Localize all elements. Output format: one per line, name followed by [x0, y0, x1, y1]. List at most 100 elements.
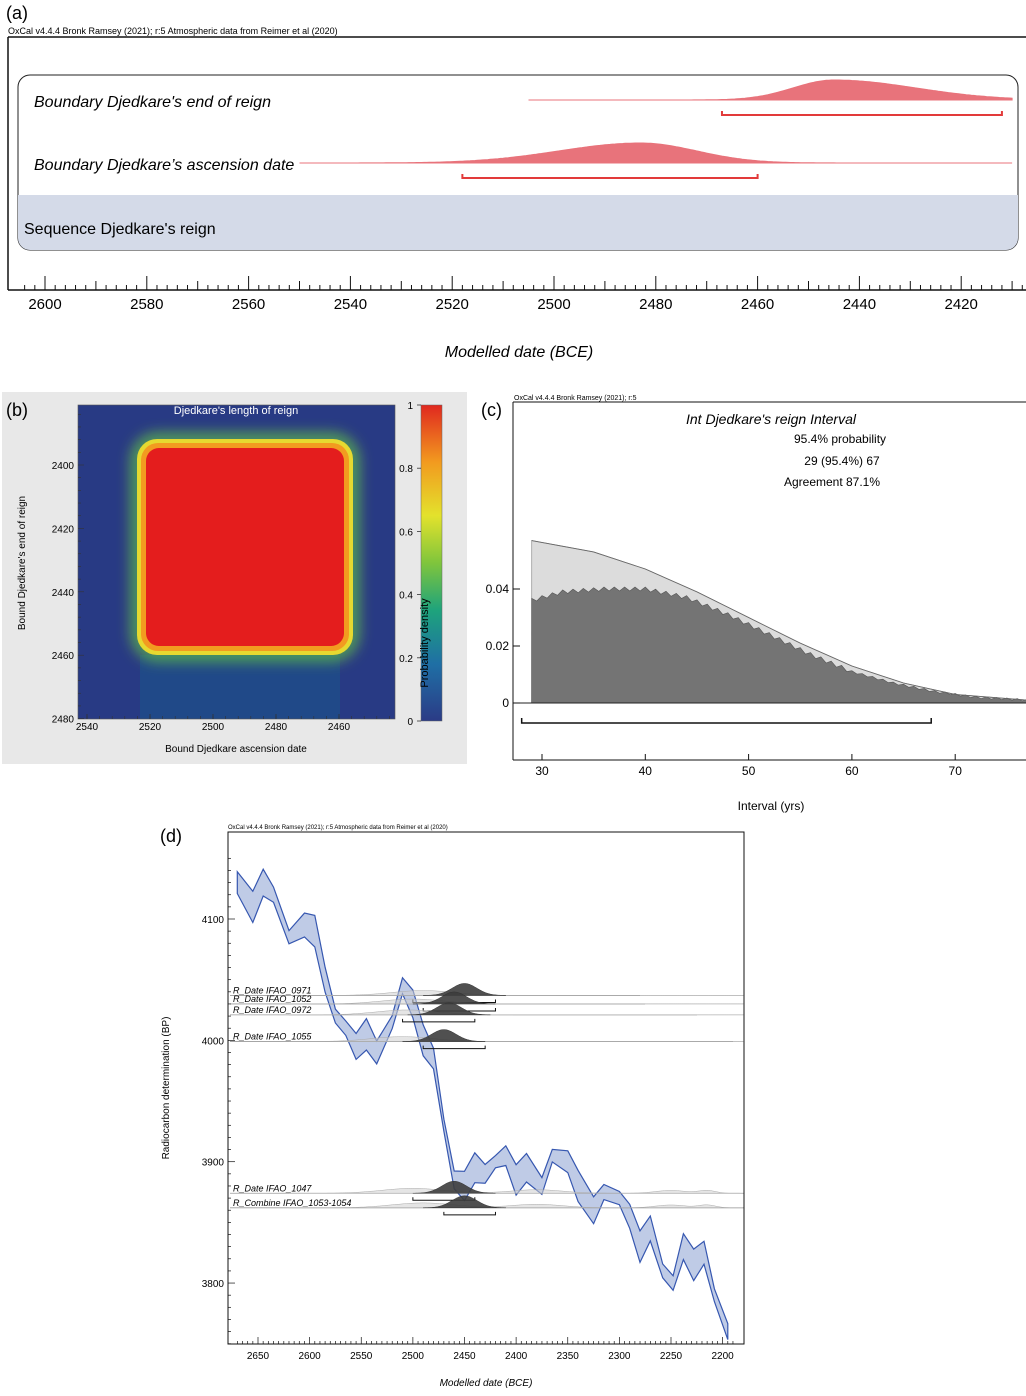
- y-tick-label: 2400: [52, 461, 75, 472]
- panel-d-ticks: 2650 2600 2550 2500 2450 2400 2350 2300 2250 2200…: [202, 857, 735, 1362]
- likelihood-distribution: [288, 1036, 744, 1042]
- prior-outline: [531, 540, 1026, 701]
- colorbar-tick-label: 0.6: [399, 527, 413, 538]
- panel-c-ticks: 30 40 50 60 70 0.04 0.02 0: [486, 582, 963, 778]
- x-tick-label: 2520: [139, 722, 162, 733]
- y-tick-label: 3900: [202, 1158, 225, 1169]
- y-tick-label: 2440: [52, 588, 75, 599]
- y-tick-label: 0.02: [486, 639, 510, 653]
- panel-d-frame: [227, 831, 745, 1345]
- posterior-distribution: [412, 1181, 496, 1194]
- heatmap-ticks: 2540 2520 2500 2480 2460 2400 2420 2440 2460 2480: [52, 413, 390, 733]
- boundary-distribution: [528, 79, 1013, 101]
- colorbar-tick-label: 0.8: [399, 464, 413, 475]
- colorbar-tick-label: 0: [407, 717, 413, 728]
- panel-c-label: (c): [481, 400, 502, 420]
- panel-c-credit: OxCal v4.4.4 Bronk Ramsey (2021); r:5: [514, 395, 637, 402]
- x-tick-label: 40: [639, 764, 653, 778]
- y-tick-label: 2480: [52, 715, 75, 726]
- colorbar-ticks: 1 0.8 0.6 0.4 0.2 0: [399, 401, 421, 728]
- panel-a: (a) OxCal v4.4.4 Bronk Ramsey (2021); r:…: [6, 3, 1026, 361]
- y-tick-label: 4000: [202, 1036, 225, 1047]
- likelihood-distribution: [288, 990, 744, 996]
- x-tick-label: 50: [742, 764, 756, 778]
- range-95-line: [720, 111, 1003, 116]
- range-95-bracket: [412, 1197, 476, 1201]
- date-label: R_Date IFAO_0972: [233, 1005, 311, 1015]
- x-tick-label: 2200: [712, 1351, 735, 1362]
- x-tick-label: 2650: [247, 1351, 270, 1362]
- y-tick-label: 4100: [202, 915, 225, 926]
- likelihood-distribution: [288, 1009, 744, 1016]
- x-tick-label: 2500: [202, 722, 225, 733]
- sequence-label: Sequence Djedkare's reign: [24, 221, 216, 238]
- posterior-distribution: [407, 1002, 491, 1016]
- posterior-distribution: [531, 586, 1026, 704]
- heatmap-x-label: Bound Djedkare ascension date: [165, 744, 307, 755]
- range-95-bracket: [422, 1045, 486, 1050]
- range-95-bracket: [443, 1211, 496, 1216]
- panel-d: (d) OxCal v4.4.4 Bronk Ramsey (2021); r:…: [160, 825, 745, 1389]
- x-tick-label: 60: [845, 764, 859, 778]
- heatmap-title: Djedkare's length of reign: [174, 405, 298, 417]
- interval-title: Int Djedkare's reign Interval: [686, 411, 857, 427]
- panel-a-x-label: Modelled date (BCE): [445, 344, 594, 361]
- x-tick-label: 70: [949, 764, 963, 778]
- x-tick-label: 2550: [350, 1351, 373, 1362]
- x-tick-label: 2350: [557, 1351, 580, 1362]
- colorbar: [420, 404, 443, 722]
- date-label: R_Date IFAO_0971: [233, 985, 311, 995]
- likelihood-distribution: [288, 1202, 744, 1209]
- boundary-end-label: Boundary Djedkare's end of reign: [34, 94, 271, 111]
- likelihood-distribution: [288, 1188, 744, 1194]
- panel-b: (b) Djedkare's length of reign 2540 2520 2…: [2, 392, 467, 764]
- boundary-ascension-label: Boundary Djedkare’s ascension date: [34, 157, 294, 174]
- x-tick-label: 2420: [945, 296, 978, 313]
- date-label: R_Date IFAO_1055: [233, 1032, 312, 1042]
- range-95-line: [461, 174, 759, 179]
- panel-d-y-label: Radiocarbon determination (BP): [161, 1017, 172, 1160]
- interval-distributions: [513, 540, 1026, 724]
- x-tick-label: 2250: [660, 1351, 683, 1362]
- x-tick-label: 2440: [843, 296, 876, 313]
- x-tick-label: 2450: [453, 1351, 476, 1362]
- colorbar-tick-label: 0.2: [399, 654, 413, 665]
- interval-range: 29 (95.4%) 67: [804, 454, 880, 468]
- colorbar-label: Probability density: [419, 598, 431, 688]
- x-tick-label: 2600: [299, 1351, 322, 1362]
- y-tick-label: 3800: [202, 1279, 225, 1290]
- sequence-band: [18, 195, 1018, 250]
- date-label: R_Date IFAO_1052: [233, 994, 311, 1004]
- panel-d-credit: OxCal v4.4.4 Bronk Ramsey (2021); r:5 At…: [228, 825, 448, 831]
- panel-b-label: (b): [6, 400, 28, 420]
- range-95-bracket: [402, 1018, 476, 1023]
- colorbar-tick-label: 1: [407, 401, 413, 412]
- panel-c: (c) OxCal v4.4.4 Bronk Ramsey (2021); r:…: [481, 395, 1026, 813]
- interval-range-line: [520, 718, 932, 724]
- interval-probability: 95.4% probability: [794, 432, 886, 446]
- posterior-distribution: [401, 1029, 486, 1042]
- y-tick-label: 2460: [52, 651, 75, 662]
- panel-d-label: (d): [160, 826, 182, 846]
- x-tick-label: 2480: [639, 296, 672, 313]
- interval-agreement: Agreement 87.1%: [784, 475, 880, 489]
- date-label: R_Date IFAO_1047: [233, 1183, 312, 1193]
- heatmap: [78, 405, 395, 719]
- x-tick-label: 2400: [505, 1351, 528, 1362]
- panel-a-x-ticks: 2600 2580 2560 2540 2520 2500 2480 2460 2440 2420: [24, 276, 1023, 313]
- posterior-distribution: [422, 983, 507, 996]
- panel-a-label: (a): [6, 3, 28, 23]
- x-tick-label: 2600: [28, 296, 61, 313]
- panel-a-credit: OxCal v4.4.4 Bronk Ramsey (2021); r:5 At…: [8, 26, 338, 36]
- x-tick-label: 2580: [130, 296, 163, 313]
- likelihood-distribution: [288, 998, 744, 1005]
- calibration-curve: [236, 867, 729, 1340]
- boundary-distribution: [299, 142, 1013, 164]
- x-tick-label: 2500: [537, 296, 570, 313]
- heatmap-y-label: Bound Djedkare's end of reign: [17, 496, 28, 630]
- boundary-distributions: [299, 79, 1013, 179]
- y-tick-label: 0: [502, 696, 509, 710]
- x-tick-label: 2460: [328, 722, 351, 733]
